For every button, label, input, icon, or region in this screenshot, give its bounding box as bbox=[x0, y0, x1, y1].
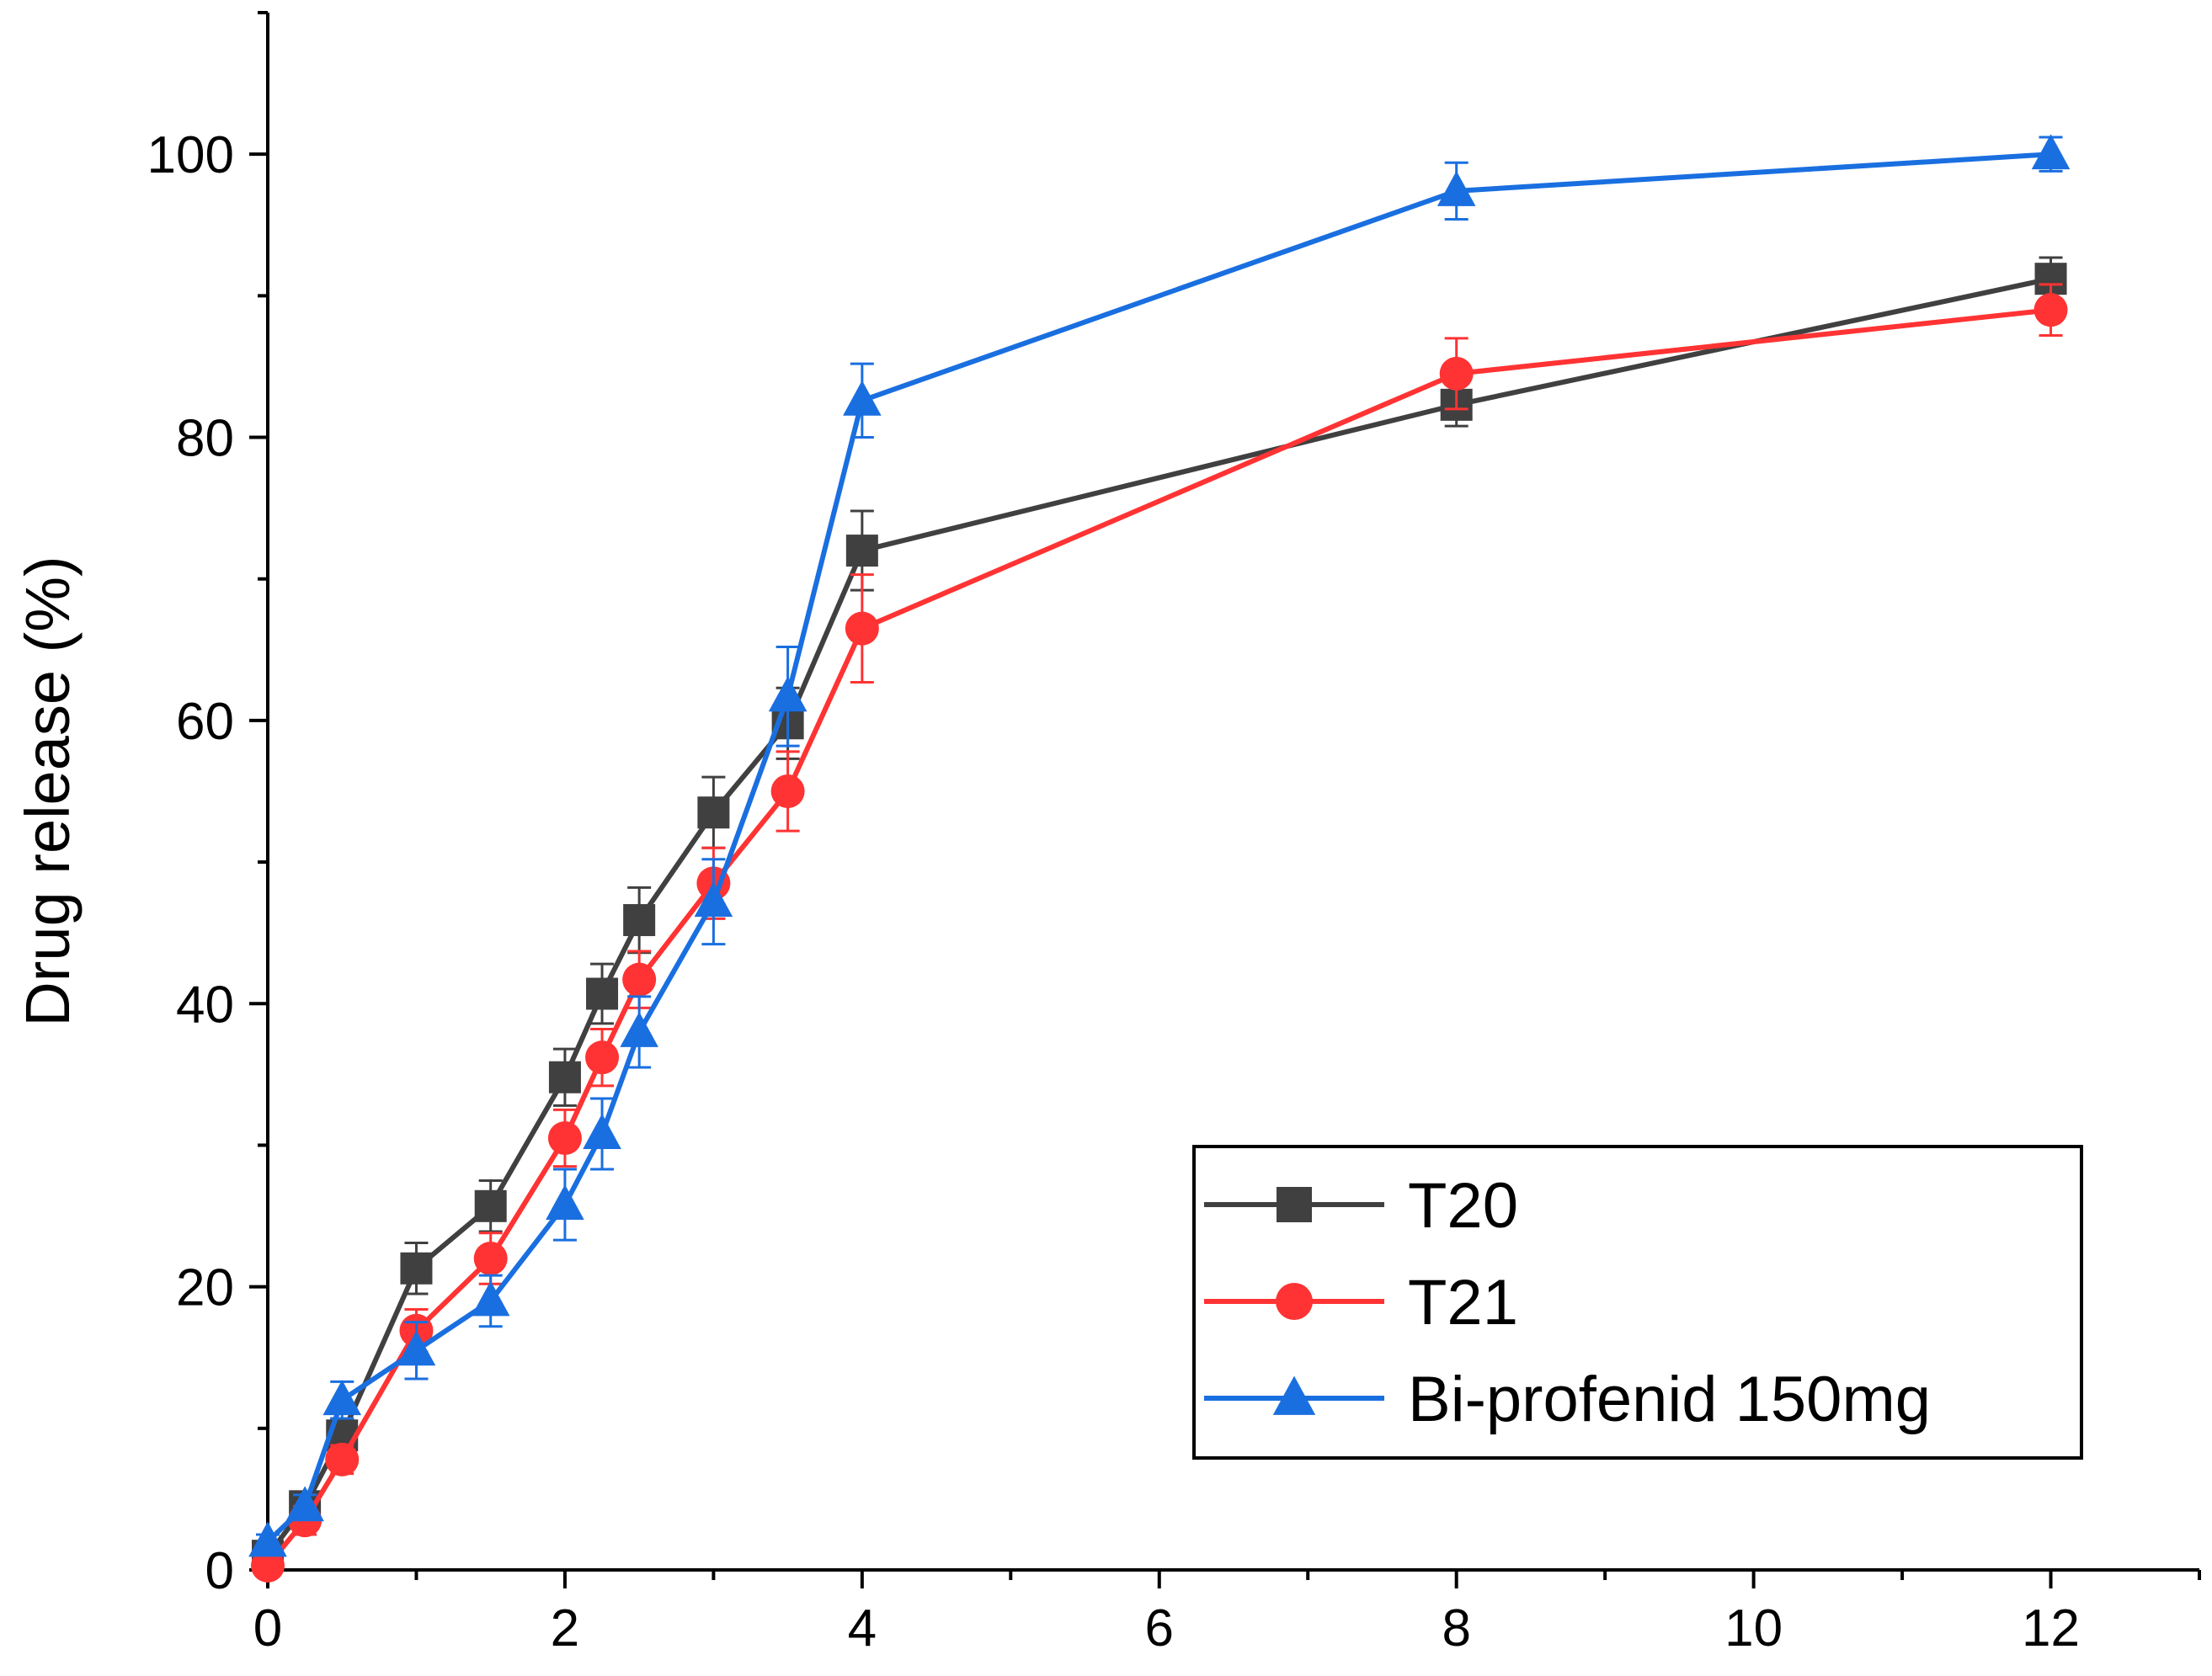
data-point-circle bbox=[325, 1442, 360, 1476]
data-point-triangle bbox=[1272, 1375, 1316, 1415]
data-point-square bbox=[400, 1252, 433, 1285]
axes: 0 2 4 6 8 10 12 0 20 40 60 80 100 bbox=[147, 13, 2199, 1657]
data-point-circle bbox=[2033, 293, 2068, 327]
legend-item: T21 bbox=[1204, 1267, 1518, 1338]
data-point-triangle bbox=[248, 1521, 287, 1557]
legend-label: T20 bbox=[1408, 1170, 1518, 1242]
data-point-circle bbox=[585, 1040, 620, 1075]
legend-item: Bi-profenid 150mg bbox=[1204, 1364, 1931, 1435]
data-point-circle bbox=[1439, 356, 1474, 391]
data-point-square bbox=[697, 796, 730, 829]
data-point-triangle bbox=[471, 1280, 510, 1317]
y-axis-title: Drug release (%) bbox=[13, 556, 83, 1026]
series-bi-profenid-150mg bbox=[248, 134, 2071, 1557]
plot-area bbox=[248, 134, 2071, 1583]
x-tick-label: 0 bbox=[253, 1599, 282, 1657]
data-point-triangle bbox=[620, 1011, 658, 1047]
data-point-circle bbox=[770, 774, 805, 808]
y-tick-label: 0 bbox=[205, 1542, 234, 1600]
data-point-triangle bbox=[322, 1380, 362, 1416]
data-point-triangle bbox=[1436, 170, 1476, 206]
data-point-triangle bbox=[694, 881, 733, 918]
data-point-triangle bbox=[285, 1486, 324, 1522]
y-tick-label: 80 bbox=[176, 410, 234, 468]
data-point-circle bbox=[547, 1121, 582, 1156]
data-point-square bbox=[474, 1189, 507, 1222]
data-point-square bbox=[1277, 1187, 1312, 1222]
legend: T20 T21 Bi-profenid 150mg bbox=[1192, 1145, 2083, 1460]
data-point-triangle bbox=[397, 1330, 436, 1366]
series-t20 bbox=[252, 256, 2067, 1572]
y-tick-label: 40 bbox=[176, 976, 234, 1034]
x-tick-label: 12 bbox=[2022, 1599, 2080, 1657]
legend-item: T20 bbox=[1204, 1170, 1518, 1242]
data-point-triangle bbox=[546, 1184, 584, 1221]
data-point-triangle bbox=[843, 380, 882, 416]
data-point-triangle bbox=[768, 676, 808, 712]
data-point-circle bbox=[251, 1548, 285, 1583]
data-point-circle bbox=[1276, 1283, 1313, 1320]
x-tick-label: 10 bbox=[1724, 1599, 1783, 1657]
y-tick-label: 100 bbox=[147, 126, 234, 184]
data-point-circle bbox=[473, 1242, 508, 1275]
x-tick-label: 4 bbox=[848, 1599, 877, 1657]
data-point-square bbox=[845, 535, 878, 567]
y-tick-label: 60 bbox=[176, 693, 234, 751]
data-point-square bbox=[548, 1061, 581, 1093]
x-tick-label: 8 bbox=[1442, 1599, 1470, 1657]
y-tick-label: 20 bbox=[176, 1259, 234, 1317]
x-tick-label: 6 bbox=[1145, 1599, 1174, 1657]
data-point-circle bbox=[622, 962, 657, 997]
x-tick-label: 2 bbox=[551, 1599, 579, 1657]
legend-label: Bi-profenid 150mg bbox=[1408, 1364, 1931, 1435]
data-point-circle bbox=[845, 611, 879, 646]
legend-label: T21 bbox=[1408, 1267, 1518, 1338]
series-t21 bbox=[251, 283, 2068, 1583]
data-point-triangle bbox=[2031, 134, 2071, 170]
data-point-square bbox=[623, 904, 656, 937]
data-point-triangle bbox=[583, 1114, 621, 1149]
data-point-square bbox=[586, 977, 619, 1010]
